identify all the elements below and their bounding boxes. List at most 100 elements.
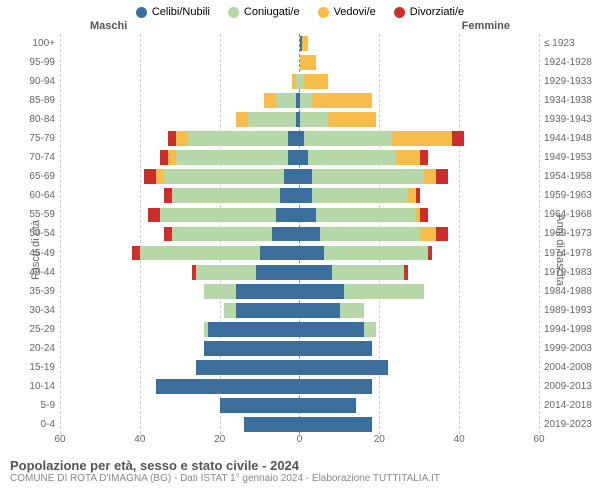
female-bar [300,379,540,394]
plot-area: 100+≤ 192395-991924-192890-941929-193385… [60,34,540,434]
age-label: 85-89 [15,95,55,106]
bar-segment [148,208,160,223]
age-label: 100+ [15,38,55,49]
bar-pair [60,150,540,165]
birth-label: 1989-1993 [544,305,596,316]
age-label: 90-94 [15,76,55,87]
side-labels: Maschi Femmine [0,20,600,32]
female-bar [300,74,540,89]
male-bar [60,265,300,280]
x-tick: 20 [220,434,221,452]
bar-segment [140,246,260,261]
male-bar [60,150,300,165]
x-axis: 6040200204060 [60,434,540,452]
age-row: 70-741949-1953 [60,148,540,167]
bar-pair [60,169,540,184]
age-row: 5-92014-2018 [60,396,540,415]
female-bar [300,360,540,375]
bar-segment [160,208,276,223]
bar-segment [156,379,300,394]
bar-segment [304,74,328,89]
bar-segment [300,208,316,223]
bar-segment [302,36,308,51]
bar-segment [244,417,300,432]
birth-label: 1994-1998 [544,324,596,335]
bar-pair [60,303,540,318]
bar-segment [276,208,300,223]
bar-segment [172,188,280,203]
bar-segment [420,150,428,165]
x-tick: 0 [299,434,300,452]
age-label: 35-39 [15,286,55,297]
age-label: 55-59 [15,209,55,220]
bar-segment [132,246,140,261]
bar-pair [60,227,540,242]
female-bar [300,169,540,184]
bar-segment [300,379,372,394]
bar-segment [344,284,424,299]
bar-segment [220,398,300,413]
female-bar [300,417,540,432]
bar-segment [204,284,236,299]
female-bar [300,188,540,203]
bar-segment [364,322,376,337]
age-label: 5-9 [15,400,55,411]
bar-segment [300,55,316,70]
birth-label: 1964-1968 [544,209,596,220]
bar-segment [160,150,168,165]
bar-segment [300,341,372,356]
chart-footer: Popolazione per età, sesso e stato civil… [0,452,600,484]
bar-segment [304,131,392,146]
male-bar [60,246,300,261]
female-label: Femmine [462,20,510,32]
bar-segment [164,169,284,184]
bar-segment [172,227,272,242]
bar-segment [176,131,188,146]
age-label: 30-34 [15,305,55,316]
bar-pair [60,341,540,356]
bar-segment [288,150,300,165]
age-label: 15-19 [15,362,55,373]
bar-pair [60,131,540,146]
bar-segment [452,131,464,146]
male-bar [60,417,300,432]
male-bar [60,169,300,184]
male-bar [60,284,300,299]
age-row: 80-841939-1943 [60,110,540,129]
male-bar [60,188,300,203]
legend-item: Coniugati/e [228,6,300,18]
bar-pair [60,208,540,223]
male-bar [60,93,300,108]
female-bar [300,398,540,413]
bar-pair [60,112,540,127]
age-label: 70-74 [15,152,55,163]
age-row: 60-641959-1963 [60,186,540,205]
bar-segment [224,303,236,318]
bar-segment [316,208,416,223]
birth-label: 1959-1963 [544,190,596,201]
bar-segment [408,188,416,203]
female-bar [300,36,540,51]
male-bar [60,322,300,337]
bar-pair [60,55,540,70]
bar-segment [196,360,300,375]
legend-label: Celibi/Nubili [152,6,210,18]
bar-segment [300,360,388,375]
male-bar [60,131,300,146]
male-bar [60,74,300,89]
female-bar [300,322,540,337]
male-bar [60,55,300,70]
bar-segment [300,169,312,184]
age-label: 0-4 [15,419,55,430]
bar-segment [392,131,452,146]
bar-segment [156,169,164,184]
bar-segment [300,322,364,337]
bar-segment [404,265,408,280]
bar-pair [60,246,540,261]
bar-pair [60,417,540,432]
male-bar [60,36,300,51]
bar-segment [176,150,288,165]
bar-segment [300,150,308,165]
age-label: 75-79 [15,133,55,144]
birth-label: 1939-1943 [544,114,596,125]
